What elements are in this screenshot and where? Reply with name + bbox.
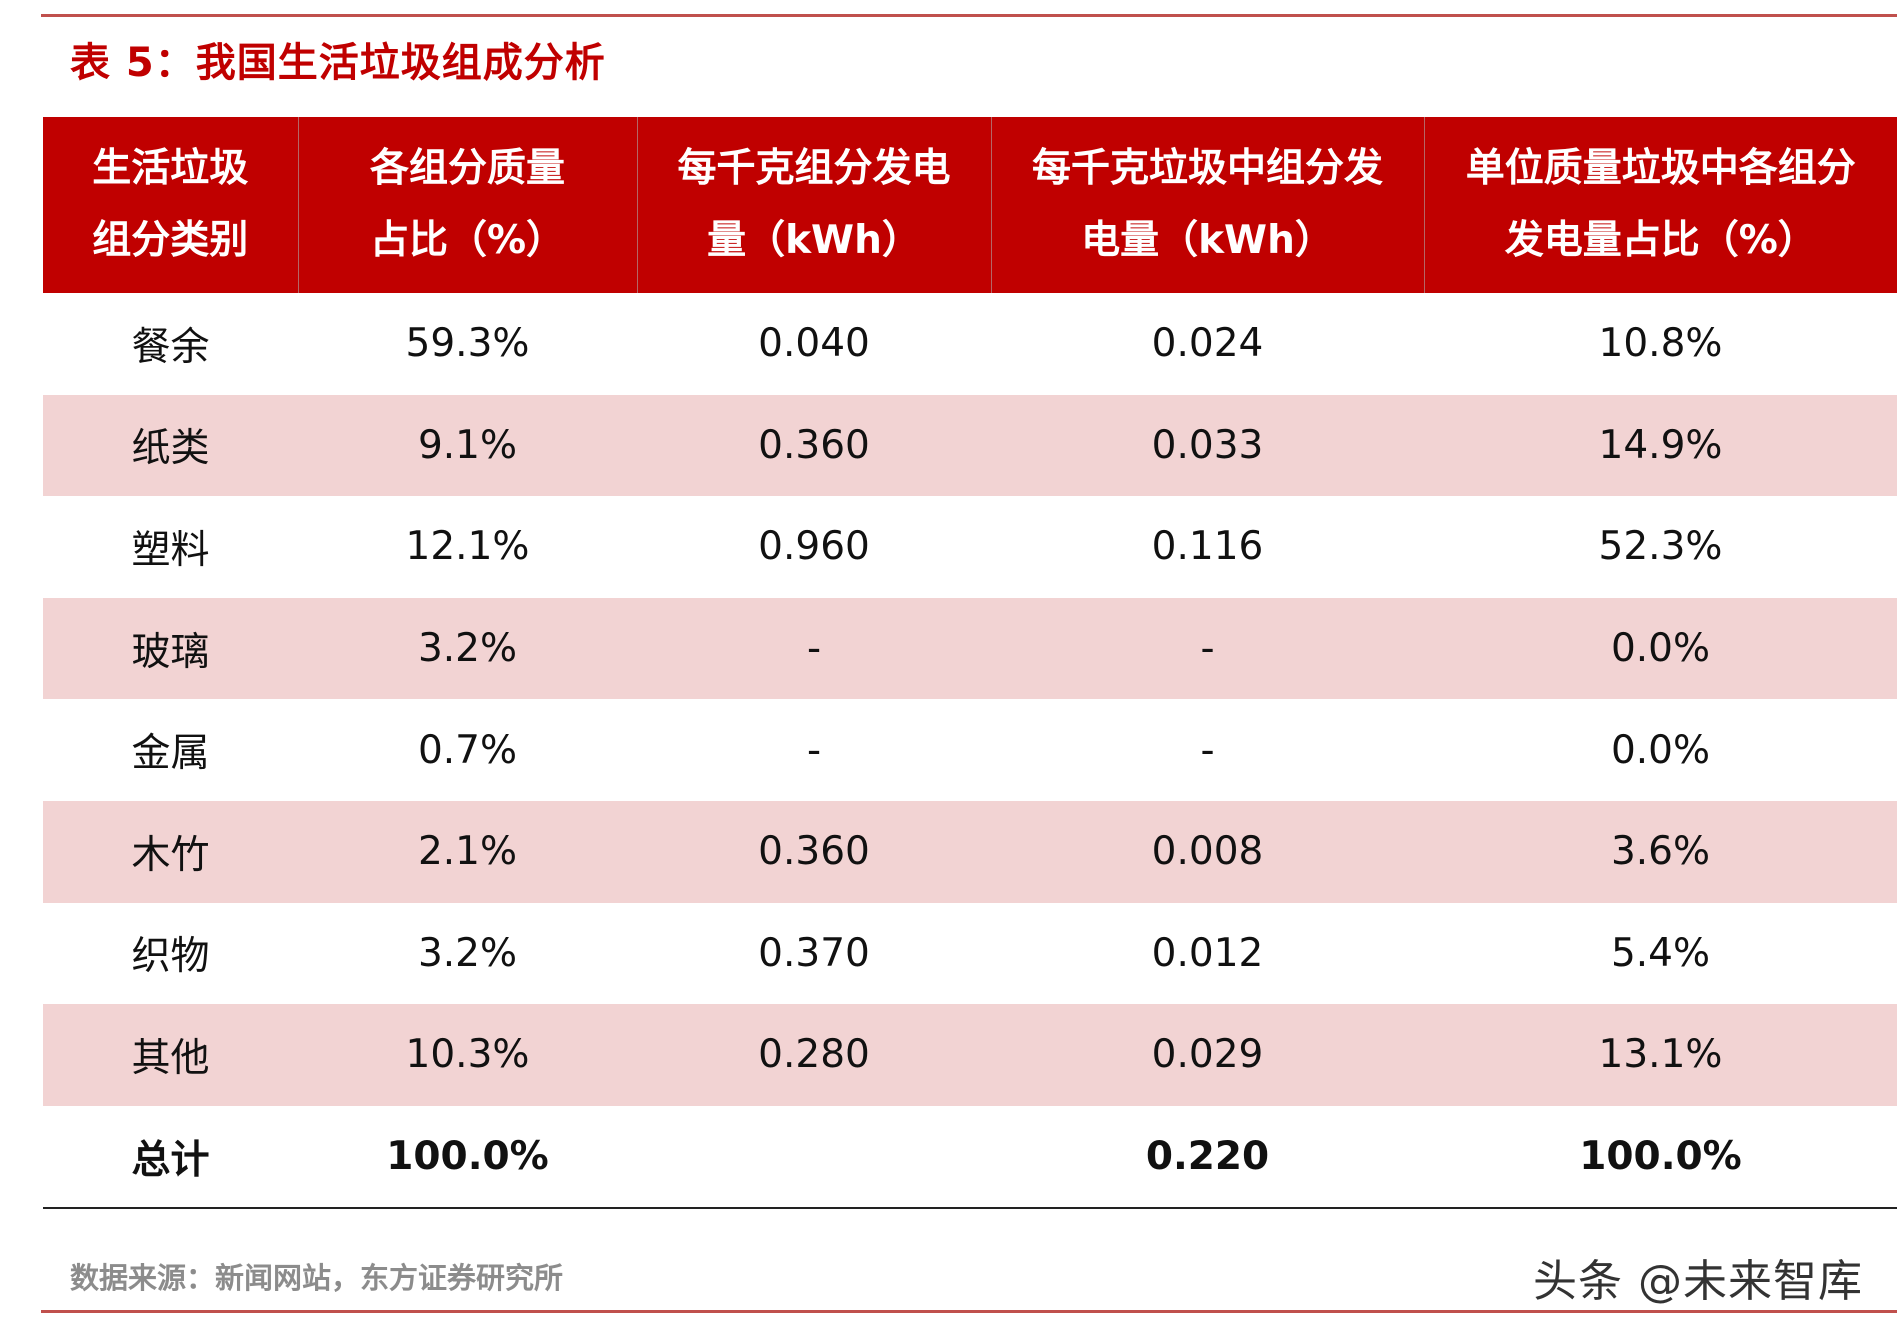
cell-mass-share: 59.3%: [298, 293, 637, 395]
cell-power-share: 0.0%: [1424, 597, 1897, 700]
cell-power-per-kg-component: 0.360: [637, 800, 991, 903]
cell-power-per-kg-component: 0.040: [637, 293, 991, 395]
table-title: 表 5：我国生活垃圾组成分析: [70, 40, 606, 86]
header-line: 单位质量垃圾中各组分: [1465, 146, 1856, 191]
header-line: 各组分质量: [369, 146, 565, 191]
header-row: 生活垃圾 组分类别 各组分质量 占比（%） 每千克组分发电 量（kWh） 每千克…: [43, 117, 1897, 293]
table-row: 其他 10.3% 0.280 0.029 13.1%: [43, 1004, 1897, 1106]
header-line: 每千克垃圾中组分发: [1031, 146, 1383, 191]
cell-power-share: 3.6%: [1424, 800, 1897, 903]
cell-mass-share: 9.1%: [298, 394, 637, 497]
cell-power-per-kg-waste: -: [991, 597, 1424, 700]
header-power-per-kg-component: 每千克组分发电 量（kWh）: [636, 117, 991, 293]
cell-mass-share: 3.2%: [298, 902, 637, 1005]
cell-power-per-kg-component: 0.960: [637, 496, 991, 598]
cell-power-share: 10.8%: [1424, 293, 1897, 395]
cell-power-per-kg-waste: 0.024: [991, 293, 1424, 395]
cell-category: 餐余: [43, 293, 298, 395]
header-line: 量（kWh）: [707, 218, 921, 263]
table-row: 纸类 9.1% 0.360 0.033 14.9%: [43, 394, 1897, 497]
table-row: 织物 3.2% 0.370 0.012 5.4%: [43, 902, 1897, 1005]
total-row: 总计 100.0% 0.220 100.0%: [43, 1105, 1897, 1210]
cell-power-per-kg-component: -: [637, 597, 991, 700]
cell-power-per-kg-waste: 0.029: [991, 1004, 1424, 1106]
cell-mass-share: 0.7%: [298, 699, 637, 801]
table-row: 金属 0.7% - - 0.0%: [43, 699, 1897, 801]
cell-mass-share: 2.1%: [298, 800, 637, 903]
cell-category: 金属: [43, 699, 298, 801]
cell-power-per-kg-waste: 0.012: [991, 902, 1424, 1005]
cell-power-per-kg-waste: 0.033: [991, 394, 1424, 497]
cell-category: 纸类: [43, 394, 298, 497]
top-rule: [41, 14, 1897, 17]
table-row: 餐余 59.3% 0.040 0.024 10.8%: [43, 293, 1897, 395]
header-line: 生活垃圾: [92, 146, 249, 191]
source-note: 数据来源：新闻网站，东方证券研究所: [70, 1261, 564, 1295]
table-header: 生活垃圾 组分类别 各组分质量 占比（%） 每千克组分发电 量（kWh） 每千克…: [43, 117, 1897, 293]
cell-power-per-kg-component: 0.370: [637, 902, 991, 1005]
cell-power-per-kg-component: 0.280: [637, 1004, 991, 1106]
cell-category: 织物: [43, 902, 298, 1005]
header-power-per-kg-waste: 每千克垃圾中组分发 电量（kWh）: [990, 117, 1424, 293]
total-label: 总计: [43, 1105, 298, 1210]
header-line: 每千克组分发电: [677, 146, 951, 191]
total-mass-share: 100.0%: [298, 1105, 637, 1210]
cell-power-per-kg-waste: 0.008: [991, 800, 1424, 903]
cell-mass-share: 10.3%: [298, 1004, 637, 1106]
watermark: 头条 @未来智库: [1533, 1256, 1863, 1307]
header-power-share: 单位质量垃圾中各组分 发电量占比（%）: [1423, 117, 1897, 293]
cell-power-share: 52.3%: [1424, 496, 1897, 598]
total-power-per-kg-component: [637, 1105, 991, 1210]
header-line: 占比（%）: [369, 218, 566, 263]
cell-category: 塑料: [43, 496, 298, 598]
composition-table: 生活垃圾 组分类别 各组分质量 占比（%） 每千克组分发电 量（kWh） 每千克…: [43, 117, 1897, 1210]
table-row: 木竹 2.1% 0.360 0.008 3.6%: [43, 800, 1897, 903]
cell-power-share: 14.9%: [1424, 394, 1897, 497]
header-line: 电量（kWh）: [1081, 218, 1334, 263]
cell-power-per-kg-component: -: [637, 699, 991, 801]
table-row: 塑料 12.1% 0.960 0.116 52.3%: [43, 496, 1897, 598]
cell-power-per-kg-component: 0.360: [637, 394, 991, 497]
header-category: 生活垃圾 组分类别: [43, 117, 298, 293]
header-line: 组分类别: [92, 218, 249, 263]
cell-power-share: 0.0%: [1424, 699, 1897, 801]
header-mass-share: 各组分质量 占比（%）: [297, 117, 637, 293]
cell-mass-share: 12.1%: [298, 496, 637, 598]
bottom-rule: [41, 1310, 1897, 1313]
header-line: 发电量占比（%）: [1504, 218, 1817, 263]
cell-category: 木竹: [43, 800, 298, 903]
cell-power-per-kg-waste: -: [991, 699, 1424, 801]
table-row: 玻璃 3.2% - - 0.0%: [43, 597, 1897, 700]
cell-mass-share: 3.2%: [298, 597, 637, 700]
cell-category: 其他: [43, 1004, 298, 1106]
table-body: 餐余 59.3% 0.040 0.024 10.8% 纸类 9.1% 0.360…: [43, 293, 1897, 1210]
total-power-share: 100.0%: [1424, 1105, 1897, 1210]
cell-power-share: 5.4%: [1424, 902, 1897, 1005]
cell-power-per-kg-waste: 0.116: [991, 496, 1424, 598]
cell-category: 玻璃: [43, 597, 298, 700]
cell-power-share: 13.1%: [1424, 1004, 1897, 1106]
total-power-per-kg-waste: 0.220: [991, 1105, 1424, 1210]
